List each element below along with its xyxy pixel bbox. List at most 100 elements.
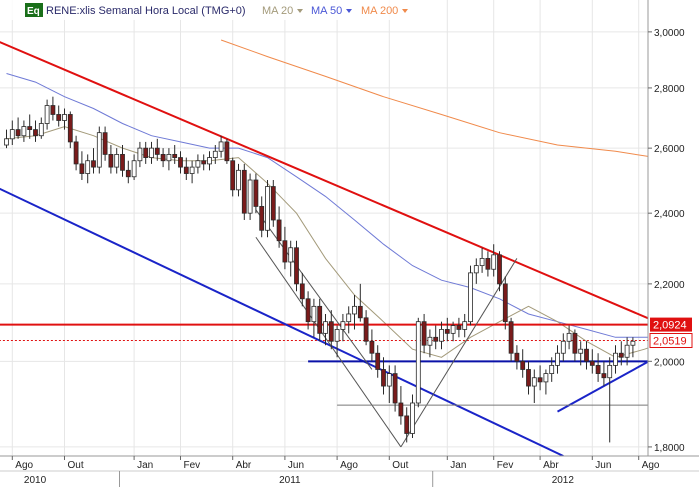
candle-17 — [102, 126, 108, 161]
candle-body-14 — [85, 160, 91, 174]
x-tick-label-0: Ago — [15, 460, 33, 471]
candle-34 — [201, 154, 207, 171]
ma20-toggle[interactable]: MA 20 — [262, 5, 293, 17]
candle-body-42 — [247, 179, 253, 214]
candle-body-46 — [270, 186, 276, 221]
y-tick-label-3: 2,4000 — [654, 209, 685, 220]
candle-body-90 — [526, 369, 531, 387]
candle-body-63 — [369, 340, 375, 354]
trendline-red-upper — [0, 41, 657, 323]
candle-46 — [270, 180, 276, 227]
ma200-toggle[interactable]: MA 200 — [361, 5, 398, 17]
candle-body-83 — [485, 258, 491, 270]
eq-badge-label: Eq — [27, 6, 40, 17]
candle-body-23 — [137, 147, 143, 162]
x-tick-label-4: Abr — [236, 460, 252, 471]
candle-body-93 — [543, 373, 549, 383]
candle-53 — [311, 298, 317, 338]
candle-body-11 — [67, 114, 73, 143]
chart-title[interactable]: RENE:xlis Semanal Hora Local (TMG+0) — [46, 5, 246, 17]
candle-73 — [427, 329, 433, 358]
x-tick-label-12: Ago — [642, 460, 660, 471]
candle-79 — [462, 313, 468, 338]
candle-body-60 — [352, 305, 357, 315]
candle-body-80 — [468, 272, 473, 323]
candle-body-98 — [572, 332, 578, 354]
candle-94 — [549, 357, 555, 382]
trendline-gray-V-left — [255, 236, 402, 448]
candle-56 — [328, 310, 334, 350]
candle-body-85 — [497, 254, 502, 285]
candle-84 — [491, 244, 497, 277]
ma200-path — [220, 39, 657, 159]
y-tick-label-6: 1,8000 — [654, 443, 685, 454]
candle-10 — [62, 108, 67, 130]
candle-81 — [473, 258, 479, 284]
ma200-chevron-down-icon[interactable] — [402, 9, 408, 13]
candle-5 — [33, 120, 38, 142]
candle-44 — [259, 196, 265, 238]
ma50-chevron-down-icon[interactable] — [346, 9, 352, 13]
candle-body-32 — [189, 166, 195, 174]
candle-85 — [497, 251, 502, 292]
candle-38 — [224, 138, 230, 164]
candle-body-72 — [421, 321, 427, 346]
candle-body-55 — [323, 321, 328, 334]
candle-body-22 — [131, 160, 137, 178]
candle-body-7 — [44, 105, 50, 124]
candle-body-101 — [589, 360, 595, 366]
candle-body-66 — [386, 373, 392, 387]
candle-body-41 — [241, 169, 247, 214]
candle-66 — [386, 365, 392, 403]
candle-96 — [560, 333, 566, 362]
candle-100 — [584, 341, 589, 370]
candle-69 — [404, 407, 410, 443]
candle-21 — [125, 160, 131, 184]
candle-31 — [183, 157, 189, 181]
candle-body-58 — [340, 321, 346, 330]
candle-28 — [166, 148, 172, 171]
candle-body-74 — [433, 336, 439, 342]
trendline-blue-lower — [0, 187, 564, 457]
candle-97 — [566, 325, 572, 350]
candle-body-50 — [294, 247, 299, 285]
candle-18 — [108, 145, 114, 174]
y-tick-label-1: 2,8000 — [654, 84, 685, 95]
candle-body-2 — [15, 129, 21, 137]
candle-body-28 — [166, 154, 172, 162]
candle-45 — [265, 180, 270, 238]
candle-body-105 — [613, 352, 618, 366]
candle-body-48 — [282, 240, 288, 263]
candle-body-70 — [410, 402, 415, 434]
candle-91 — [531, 369, 537, 403]
candle-body-47 — [276, 219, 282, 242]
candle-body-51 — [299, 283, 305, 300]
candle-70 — [410, 394, 415, 438]
candle-body-43 — [253, 179, 259, 207]
candle-body-79 — [462, 321, 468, 330]
candle-89 — [520, 349, 526, 378]
candle-body-52 — [305, 298, 311, 323]
candle-54 — [317, 298, 323, 342]
x-tick-label-10: Abr — [543, 460, 559, 471]
candle-body-94 — [549, 364, 555, 374]
candle-82 — [479, 247, 485, 273]
candle-59 — [346, 306, 352, 334]
candle-49 — [288, 240, 294, 277]
candle-body-39 — [230, 160, 236, 191]
candle-body-10 — [62, 114, 67, 121]
candle-95 — [555, 345, 560, 374]
candle-39 — [230, 157, 236, 197]
candle-72 — [421, 313, 427, 354]
ma20-chevron-down-icon[interactable] — [297, 9, 303, 13]
candle-104 — [607, 357, 613, 443]
candle-35 — [207, 151, 212, 171]
candle-16 — [96, 126, 102, 174]
trendline-gray-V-right — [400, 258, 518, 448]
candle-40 — [236, 163, 241, 197]
ma50-toggle[interactable]: MA 50 — [311, 5, 342, 17]
candle-22 — [131, 154, 137, 181]
candle-105 — [613, 345, 618, 374]
